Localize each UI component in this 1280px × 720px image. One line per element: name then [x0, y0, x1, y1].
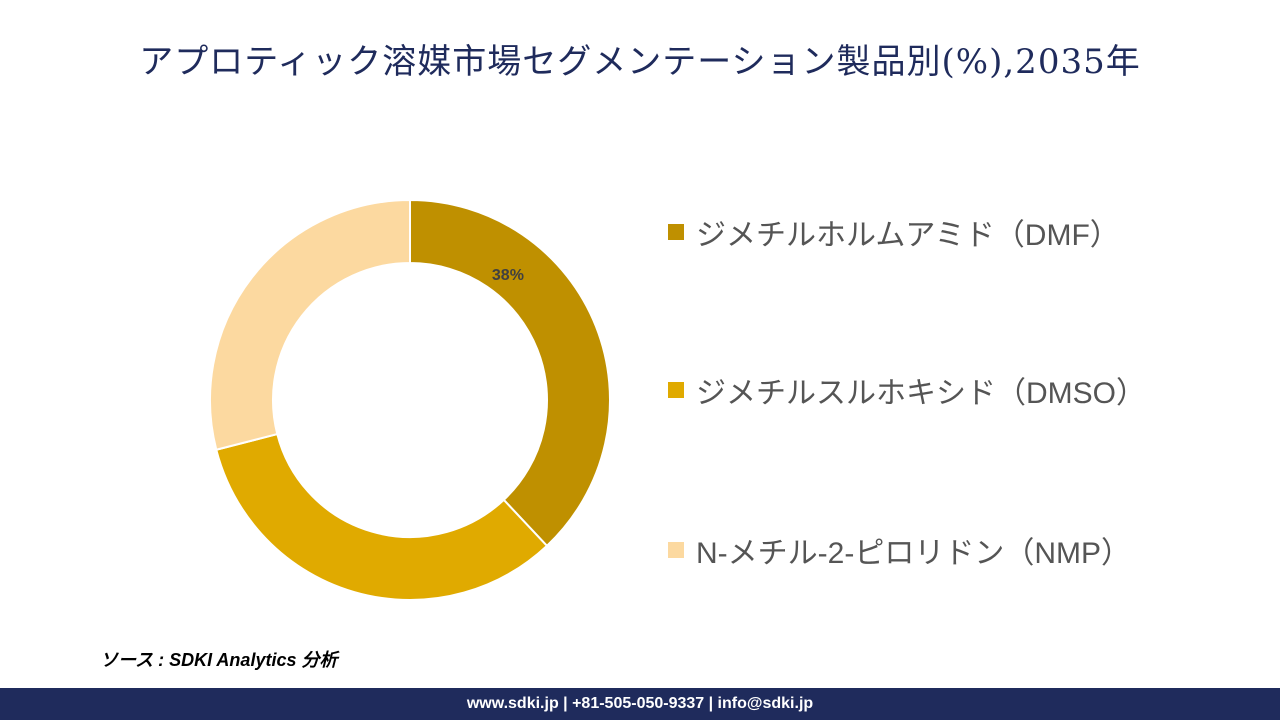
legend-label-dmso: ジメチルスルホキシド（DMSO）	[696, 377, 1146, 410]
legend-item-dmf: ジメチルホルムアミド（DMF）	[668, 212, 1188, 252]
data-label-slice-dmf: 38%	[492, 267, 524, 284]
slice-dmso	[215, 432, 549, 601]
chart-title: アプロティック溶媒市場セグメンテーション製品別(%),2035年	[139, 42, 1141, 82]
donut-chart: 38%	[209, 198, 611, 601]
legend-item-nmp: N-メチル-2-ピロリドン（NMP）	[668, 530, 1188, 570]
legend-label-dmf: ジメチルホルムアミド（DMF）	[696, 219, 1120, 252]
source-note: ソース : SDKI Analytics 分析	[100, 650, 338, 670]
slice-dmf	[409, 198, 611, 548]
footer-contact: www.sdki.jp | +81-505-050-9337 | info@sd…	[466, 695, 814, 712]
legend-swatch-dmf	[668, 224, 684, 240]
legend-label-nmp: N-メチル-2-ピロリドン（NMP）	[696, 537, 1131, 570]
footer-bar: www.sdki.jp | +81-505-050-9337 | info@sd…	[0, 688, 1280, 720]
legend-item-dmso: ジメチルスルホキシド（DMSO）	[668, 370, 1188, 410]
legend-swatch-nmp	[668, 542, 684, 558]
legend-swatch-dmso	[668, 382, 684, 398]
slice-nmp	[209, 198, 411, 451]
